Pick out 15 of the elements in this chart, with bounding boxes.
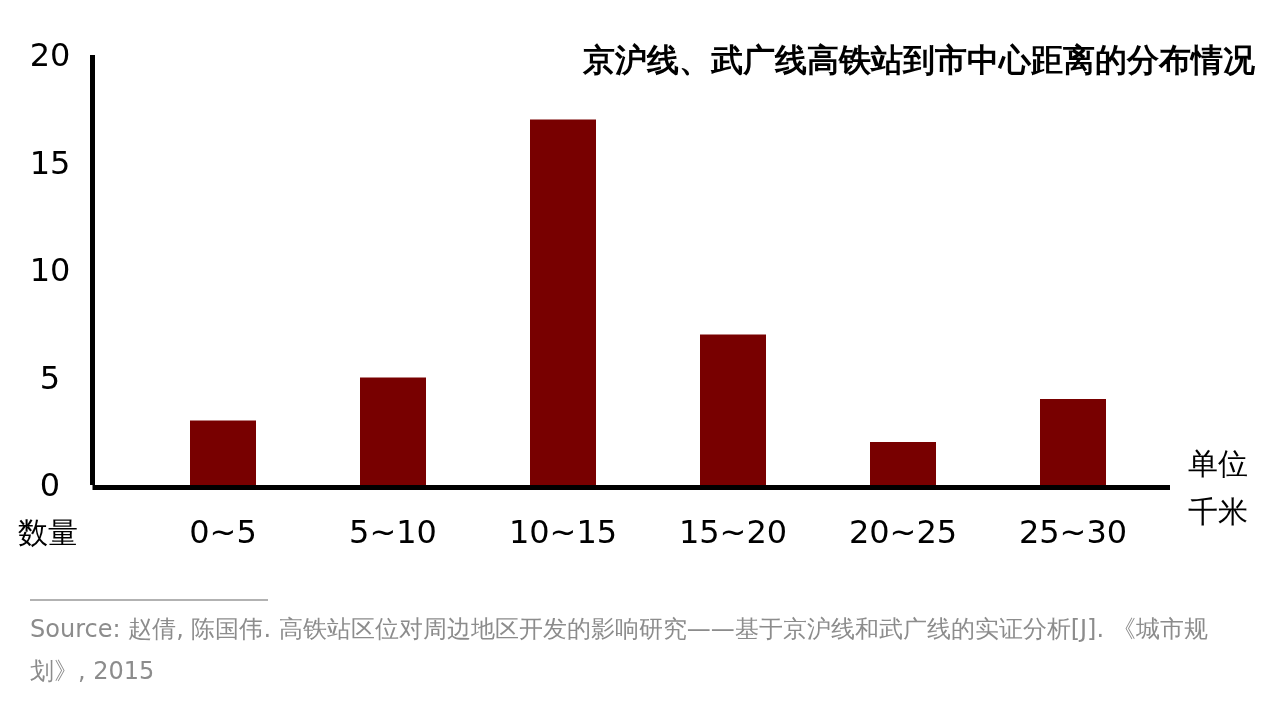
x-tick-label: 20~25 <box>848 513 958 551</box>
y-tick-label: 15 <box>29 143 71 182</box>
x-tick-label: 25~30 <box>1018 513 1128 551</box>
x-tick-label: 5~10 <box>349 513 437 551</box>
x-tick-label: 15~20 <box>678 513 788 551</box>
y-tick-label: 0 <box>39 466 61 504</box>
source-note: Source: 赵倩, 陈国伟. 高铁站区位对周边地区开发的影响研究——基于京沪线和武广线的实证分析[J]. 《城市规划》, 2015 <box>30 614 1209 687</box>
y-tick-label: 10 <box>29 251 71 289</box>
y-tick-label: 5 <box>39 358 61 397</box>
y-axis-title: 数量 <box>18 514 78 550</box>
x-axis-title: 单位千米 <box>1188 445 1248 529</box>
x-tick-label: 0~5 <box>189 513 257 551</box>
chart-title: 京沪线、武广线高铁站到市中心距离的分布情况 <box>582 41 1256 79</box>
y-tick-label: 20 <box>29 36 71 74</box>
x-tick-label: 10~15 <box>508 513 618 551</box>
